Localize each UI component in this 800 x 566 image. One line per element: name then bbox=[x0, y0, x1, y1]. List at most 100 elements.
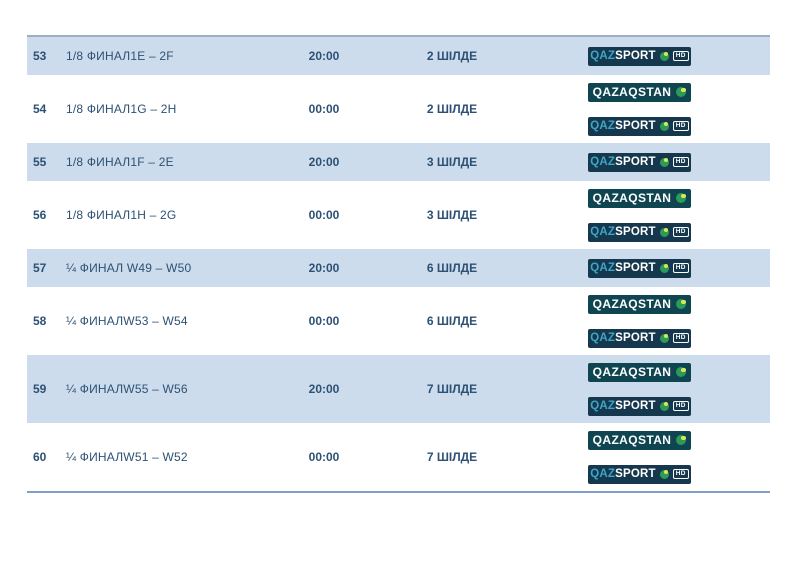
qazaqstan-logo-name: QAZAQSTAN bbox=[592, 85, 672, 99]
match-date: 6 ШІЛДЕ bbox=[426, 261, 478, 275]
match-number: 56 bbox=[33, 208, 47, 222]
qazsport-logo-prefix: QAZ bbox=[590, 50, 616, 62]
qazsport-hd-logo: QAZ SPORT HD bbox=[588, 116, 691, 136]
qazaqstan-logo: QAZAQSTAN bbox=[588, 82, 691, 102]
match-number: 55 bbox=[33, 155, 47, 169]
match-name: 1/8 ФИНАЛ1H – 2G bbox=[66, 208, 177, 222]
table-row: 60 ¼ ФИНАЛW51 – W52 00:00 7 ШІЛДЕ QAZAQS… bbox=[27, 423, 770, 491]
channel-logos: QAZAQSTAN QAZ SPORT HD bbox=[588, 430, 692, 484]
qazaqstan-logo-name: QAZAQSTAN bbox=[592, 191, 672, 205]
table-row: 59 ¼ ФИНАЛW55 – W56 20:00 7 ШІЛДЕ QAZAQS… bbox=[27, 355, 770, 423]
qazaqstan-circle-icon bbox=[659, 227, 669, 237]
match-date: 3 ШІЛДЕ bbox=[426, 208, 478, 222]
match-date: 2 ШІЛДЕ bbox=[426, 102, 478, 116]
table-top-border bbox=[27, 35, 770, 37]
qazaqstan-circle-icon bbox=[659, 51, 669, 61]
qazsport-logo-prefix: QAZ bbox=[590, 120, 616, 132]
match-date: 7 ШІЛДЕ bbox=[426, 382, 478, 396]
match-number: 54 bbox=[33, 102, 47, 116]
qazsport-logo-prefix: QAZ bbox=[590, 226, 616, 238]
match-time: 20:00 bbox=[308, 261, 340, 275]
qazaqstan-circle-icon bbox=[659, 157, 669, 167]
qazaqstan-logo-name: QAZAQSTAN bbox=[592, 365, 672, 379]
hd-badge: HD bbox=[672, 50, 689, 62]
qazsport-logo-name: SPORT bbox=[615, 262, 656, 274]
qazsport-hd-logo: QAZ SPORT HD bbox=[588, 152, 691, 172]
tv-schedule-table: 53 1/8 ФИНАЛ1E – 2F 20:00 2 ШІЛДЕ QAZ SPO… bbox=[27, 35, 770, 493]
qazsport-logo-name: SPORT bbox=[615, 156, 656, 168]
match-date: 3 ШІЛДЕ bbox=[426, 155, 478, 169]
qazsport-logo-name: SPORT bbox=[615, 400, 656, 412]
table-row: 56 1/8 ФИНАЛ1H – 2G 00:00 3 ШІЛДЕ QAZAQS… bbox=[27, 181, 770, 249]
qazaqstan-logo-name: QAZAQSTAN bbox=[592, 433, 672, 447]
match-name: ¼ ФИНАЛW53 – W54 bbox=[66, 314, 188, 328]
match-number: 59 bbox=[33, 382, 47, 396]
hd-badge: HD bbox=[672, 332, 689, 344]
channel-logos: QAZ SPORT HD bbox=[588, 46, 692, 66]
qazsport-logo-name: SPORT bbox=[615, 332, 656, 344]
qazaqstan-circle-icon bbox=[659, 263, 669, 273]
qazaqstan-circle-icon bbox=[659, 469, 669, 479]
qazaqstan-logo-name: QAZAQSTAN bbox=[592, 297, 672, 311]
channel-logos: QAZAQSTAN QAZ SPORT HD bbox=[588, 294, 692, 348]
match-time: 00:00 bbox=[308, 450, 340, 464]
qazaqstan-circle-icon bbox=[676, 87, 687, 97]
match-number: 60 bbox=[33, 450, 47, 464]
hd-badge: HD bbox=[672, 120, 689, 132]
match-time: 00:00 bbox=[308, 314, 340, 328]
table-row: 53 1/8 ФИНАЛ1E – 2F 20:00 2 ШІЛДЕ QAZ SPO… bbox=[27, 37, 770, 75]
match-date: 7 ШІЛДЕ bbox=[426, 450, 478, 464]
qazsport-logo-prefix: QAZ bbox=[590, 332, 616, 344]
qazsport-logo-name: SPORT bbox=[615, 226, 656, 238]
match-time: 00:00 bbox=[308, 102, 340, 116]
hd-badge: HD bbox=[672, 262, 689, 274]
qazsport-logo-prefix: QAZ bbox=[590, 468, 616, 480]
qazsport-logo-prefix: QAZ bbox=[590, 262, 616, 274]
qazaqstan-logo: QAZAQSTAN bbox=[588, 430, 691, 450]
qazaqstan-logo: QAZAQSTAN bbox=[588, 188, 691, 208]
qazaqstan-circle-icon bbox=[659, 121, 669, 131]
qazaqstan-logo: QAZAQSTAN bbox=[588, 294, 691, 314]
qazsport-logo-prefix: QAZ bbox=[590, 156, 616, 168]
match-number: 53 bbox=[33, 49, 47, 63]
qazaqstan-circle-icon bbox=[659, 401, 669, 411]
qazsport-hd-logo: QAZ SPORT HD bbox=[588, 464, 691, 484]
channel-logos: QAZ SPORT HD bbox=[588, 258, 692, 278]
hd-badge: HD bbox=[672, 226, 689, 238]
table-row: 58 ¼ ФИНАЛW53 – W54 00:00 6 ШІЛДЕ QAZAQS… bbox=[27, 287, 770, 355]
match-number: 57 bbox=[33, 261, 47, 275]
table-row: 55 1/8 ФИНАЛ1F – 2E 20:00 3 ШІЛДЕ QAZ SPO… bbox=[27, 143, 770, 181]
match-name: 1/8 ФИНАЛ1E – 2F bbox=[66, 49, 174, 63]
match-time: 20:00 bbox=[308, 49, 340, 63]
qazsport-logo-name: SPORT bbox=[615, 468, 656, 480]
table-row: 54 1/8 ФИНАЛ1G – 2H 00:00 2 ШІЛДЕ QAZAQS… bbox=[27, 75, 770, 143]
match-date: 2 ШІЛДЕ bbox=[426, 49, 478, 63]
qazsport-logo-prefix: QAZ bbox=[590, 400, 616, 412]
match-name: ¼ ФИНАЛW55 – W56 bbox=[66, 382, 188, 396]
channel-logos: QAZAQSTAN QAZ SPORT HD bbox=[588, 82, 692, 136]
qazaqstan-circle-icon bbox=[659, 333, 669, 343]
hd-badge: HD bbox=[672, 400, 689, 412]
hd-badge: HD bbox=[672, 468, 689, 480]
table-rows: 53 1/8 ФИНАЛ1E – 2F 20:00 2 ШІЛДЕ QAZ SPO… bbox=[27, 37, 770, 491]
hd-badge: HD bbox=[672, 156, 689, 168]
qazsport-hd-logo: QAZ SPORT HD bbox=[588, 46, 691, 66]
match-date: 6 ШІЛДЕ bbox=[426, 314, 478, 328]
match-name: 1/8 ФИНАЛ1F – 2E bbox=[66, 155, 174, 169]
qazaqstan-circle-icon bbox=[676, 435, 687, 445]
qazaqstan-circle-icon bbox=[676, 193, 687, 203]
qazsport-logo-name: SPORT bbox=[615, 50, 656, 62]
qazsport-hd-logo: QAZ SPORT HD bbox=[588, 258, 691, 278]
channel-logos: QAZ SPORT HD bbox=[588, 152, 692, 172]
match-number: 58 bbox=[33, 314, 47, 328]
table-row: 57 ¼ ФИНАЛ W49 – W50 20:00 6 ШІЛДЕ QAZ SP… bbox=[27, 249, 770, 287]
table-bottom-border bbox=[27, 491, 770, 493]
match-time: 20:00 bbox=[308, 155, 340, 169]
match-time: 00:00 bbox=[308, 208, 340, 222]
channel-logos: QAZAQSTAN QAZ SPORT HD bbox=[588, 362, 692, 416]
match-name: ¼ ФИНАЛ W49 – W50 bbox=[66, 261, 192, 275]
qazaqstan-circle-icon bbox=[676, 299, 687, 309]
match-time: 20:00 bbox=[308, 382, 340, 396]
qazaqstan-logo: QAZAQSTAN bbox=[588, 362, 691, 382]
channel-logos: QAZAQSTAN QAZ SPORT HD bbox=[588, 188, 692, 242]
